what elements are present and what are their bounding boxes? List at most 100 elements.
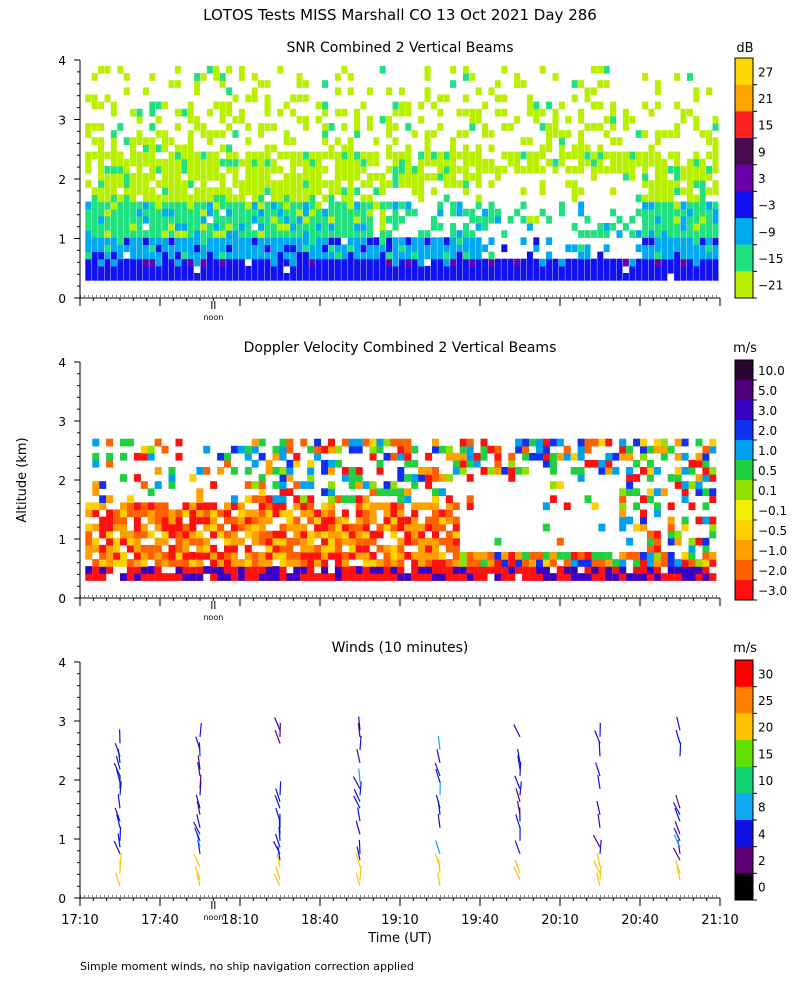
doppler-cell [688, 459, 696, 468]
wind-barb [672, 847, 681, 861]
snr-cell [450, 158, 457, 167]
doppler-cell [203, 509, 211, 518]
snr-cell [258, 130, 265, 138]
snr-cell [123, 187, 130, 195]
snr-cell [162, 237, 169, 245]
snr-cell [181, 194, 188, 203]
doppler-cell [92, 452, 100, 461]
snr-cell [194, 258, 201, 267]
snr-cell [430, 223, 437, 231]
doppler-cell [217, 552, 225, 560]
snr-cell [264, 223, 271, 231]
snr-cell [328, 258, 335, 267]
snr-cell [654, 251, 661, 260]
doppler-cell [113, 544, 121, 553]
doppler-cell [445, 452, 453, 461]
doppler-cell [674, 566, 682, 574]
snr-cell [392, 223, 399, 231]
snr-cell [110, 273, 117, 281]
doppler-cell [438, 509, 446, 518]
snr-cell [533, 165, 540, 174]
doppler-cell [695, 438, 703, 447]
snr-cell [213, 223, 220, 231]
doppler-cell [508, 573, 516, 581]
doppler-cell [230, 502, 238, 511]
doppler-cell [189, 530, 197, 539]
doppler-cell [120, 552, 127, 560]
snr-cell [482, 123, 489, 131]
snr-cell [258, 265, 265, 274]
doppler-cell [473, 552, 481, 560]
snr-cell [341, 251, 348, 260]
snr-cell [674, 151, 681, 160]
doppler-cell [175, 552, 183, 560]
snr-cell [354, 251, 361, 260]
doppler-cell [286, 467, 294, 475]
snr-cell [296, 208, 303, 217]
snr-cell [661, 223, 668, 231]
doppler-cell [341, 530, 349, 539]
snr-cell [642, 230, 649, 238]
snr-cell [629, 158, 636, 167]
snr-cell [168, 237, 175, 245]
doppler-cell [445, 573, 453, 581]
doppler-cell [466, 495, 474, 503]
snr-cell [571, 244, 578, 253]
snr-cell [187, 273, 194, 281]
doppler-cell [452, 523, 460, 532]
doppler-cell [120, 537, 127, 546]
doppler-cell [133, 559, 141, 567]
snr-cell [91, 194, 98, 203]
doppler-cell [113, 509, 121, 518]
doppler-cell [653, 438, 661, 447]
doppler-cell [709, 445, 717, 454]
snr-cell [533, 237, 540, 245]
snr-cell [379, 265, 386, 274]
snr-cell [437, 244, 444, 253]
snr-cell [642, 258, 649, 267]
doppler-cell [258, 566, 266, 574]
snr-cell [424, 94, 431, 103]
snr-cell [635, 130, 642, 138]
colorbar-label: 4 [758, 827, 766, 841]
doppler-cell [542, 445, 550, 454]
snr-cell [610, 115, 617, 124]
snr-cell [347, 230, 354, 238]
doppler-cell [674, 481, 682, 489]
doppler-cell [133, 474, 141, 482]
doppler-cell [154, 552, 162, 560]
doppler-cell [390, 559, 398, 567]
snr-cell [686, 165, 693, 174]
snr-cell [642, 158, 649, 167]
doppler-cell [133, 544, 141, 553]
doppler-cell [224, 544, 231, 553]
snr-cell [302, 165, 309, 174]
doppler-cell [362, 573, 370, 581]
doppler-cell [494, 459, 502, 468]
doppler-cell [154, 573, 162, 581]
snr-cell [91, 151, 98, 160]
snr-cell [373, 251, 380, 260]
snr-cell [373, 258, 380, 267]
snr-cell [315, 230, 322, 238]
snr-cell [642, 180, 649, 188]
snr-cell [283, 244, 290, 253]
snr-cell [136, 201, 143, 210]
snr-cell [398, 173, 405, 181]
snr-cell [181, 158, 188, 167]
snr-cell [232, 194, 239, 203]
snr-cell [616, 137, 623, 145]
snr-cell [309, 180, 316, 188]
doppler-cell [362, 438, 370, 447]
snr-cell [226, 201, 233, 210]
doppler-cell [258, 530, 266, 539]
snr-cell [546, 158, 553, 167]
doppler-cell [397, 552, 405, 560]
doppler-cell [168, 530, 176, 539]
snr-cell [552, 273, 559, 281]
snr-cell [168, 201, 175, 210]
doppler-cell [660, 573, 668, 581]
doppler-cell [92, 523, 100, 532]
snr-cell [315, 173, 322, 181]
snr-cell [174, 151, 181, 160]
